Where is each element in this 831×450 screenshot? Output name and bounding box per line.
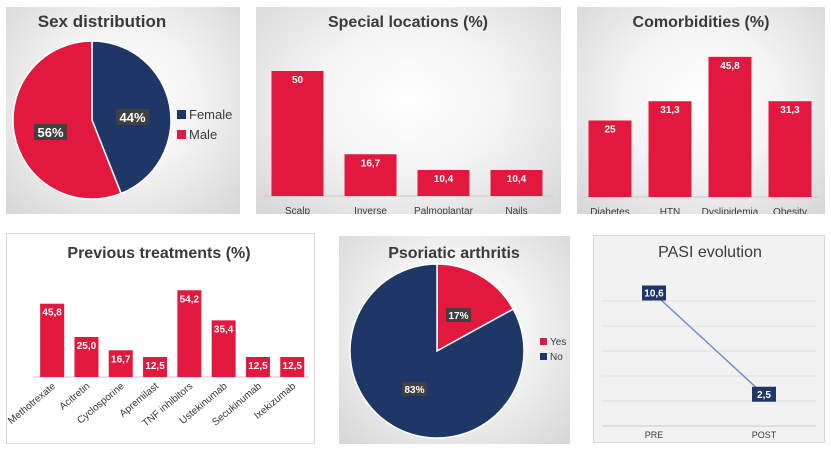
chart-title: PASI evolution bbox=[658, 244, 762, 261]
psoriatic-arthritis-panel: Psoriatic arthritis 17% 83% Yes No bbox=[339, 236, 570, 444]
bar-acitretin bbox=[74, 337, 99, 377]
pasi-evolution-panel: PASI evolution 10,6 PRE 2,5 POST bbox=[593, 235, 825, 443]
legend-swatch-male bbox=[177, 130, 186, 139]
comorbidities-panel: Comorbidities (%) 25 Diabetes 31,3 HTN 45,8 D… bbox=[577, 7, 825, 214]
data-label-secukinumab: 12,5 bbox=[248, 361, 268, 372]
data-label-bg bbox=[446, 308, 471, 322]
data-label-tnf-inhibitors: 54,2 bbox=[180, 294, 200, 305]
data-label-ustekinumab: 35,4 bbox=[214, 324, 234, 335]
legend-swatch-female bbox=[177, 110, 186, 119]
chart-title: Comorbidities (%) bbox=[633, 14, 770, 31]
chart-title: Previous treatments (%) bbox=[67, 245, 250, 262]
pasi-evolution-chart: PASI evolution 10,6 PRE 2,5 POST bbox=[602, 244, 816, 440]
tick-label-nails: Nails bbox=[505, 206, 527, 214]
data-label-bg bbox=[402, 382, 427, 396]
series-line bbox=[653, 292, 765, 396]
data-label-diabetes: 25 bbox=[604, 125, 616, 136]
data-label-ixekizumab: 12,5 bbox=[283, 361, 303, 372]
tick-label-diabetes: Diabetes bbox=[590, 207, 629, 214]
legend-label-no: No bbox=[550, 352, 563, 363]
chart-title: Psoriatic arthritis bbox=[388, 245, 520, 262]
data-label-obesity: 31,3 bbox=[780, 105, 800, 116]
data-label-bg bbox=[116, 109, 149, 125]
data-label-male: 56% bbox=[37, 125, 63, 140]
comorbidities-chart: Comorbidities (%) 25 Diabetes 31,3 HTN 45,8 D… bbox=[583, 14, 819, 214]
bar-tnf-inhibitors bbox=[177, 290, 202, 377]
pie-area bbox=[349, 263, 525, 439]
bar-apremilast bbox=[143, 357, 168, 377]
data-label-pre: 10,6 bbox=[644, 289, 664, 300]
tick-label-scalp: Scalp bbox=[285, 206, 310, 214]
bar-diabetes bbox=[588, 120, 632, 197]
data-label-no: 83% bbox=[404, 385, 424, 396]
bar-methotrexate bbox=[40, 303, 65, 377]
tick-label-post: POST bbox=[752, 430, 777, 440]
legend-swatch-no bbox=[540, 353, 547, 360]
data-label-inverse: 16,7 bbox=[361, 158, 381, 169]
bar-ixekizumab bbox=[280, 357, 305, 377]
data-label-apremilast: 12,5 bbox=[145, 361, 165, 372]
point-pre bbox=[642, 285, 666, 301]
bar-obesity bbox=[768, 101, 812, 197]
data-label-palmoplantar: 10,4 bbox=[434, 174, 454, 185]
tick-label-dyslipidemia: Dyslipidemia bbox=[702, 207, 759, 214]
pie-slice-male bbox=[12, 40, 123, 200]
data-label-scalp: 50 bbox=[292, 75, 304, 86]
tick-label-palmoplantar: Palmoplantar bbox=[414, 206, 474, 214]
sex-distribution-chart: Sex distribution 44% 56% Female Male bbox=[12, 12, 232, 200]
legend-label-yes: Yes bbox=[550, 337, 566, 348]
bar-ustekinumab bbox=[211, 320, 236, 377]
data-label-nails: 10,4 bbox=[507, 174, 527, 185]
special-locations-panel: Special locations (%) 50 Scalp 16,7 Inverse… bbox=[256, 7, 561, 214]
bar-secukinumab bbox=[245, 357, 270, 377]
data-label-methotrexate: 45,8 bbox=[42, 308, 62, 319]
point-post bbox=[752, 386, 776, 402]
legend-label-female: Female bbox=[189, 107, 232, 122]
data-label-htn: 31,3 bbox=[660, 105, 680, 116]
bar-scalp bbox=[271, 71, 324, 196]
bar-cyclosporine bbox=[108, 350, 133, 377]
tick-label-inverse: Inverse bbox=[354, 206, 387, 214]
sex-distribution-panel: Sex distribution 44% 56% Female Male bbox=[6, 7, 240, 214]
bar-dyslipidemia bbox=[708, 56, 752, 197]
bar-nails bbox=[490, 170, 543, 196]
tick-label-obesity: Obesity bbox=[773, 207, 807, 214]
tick-label-pre: PRE bbox=[645, 430, 664, 440]
chart-title: Sex distribution bbox=[38, 12, 166, 31]
data-label-yes: 17% bbox=[448, 311, 468, 322]
bar-palmoplantar bbox=[417, 170, 470, 196]
tick-label-methotrexate: Methotrexate bbox=[7, 381, 58, 427]
chart-title: Special locations (%) bbox=[328, 14, 488, 31]
data-label-female: 44% bbox=[119, 110, 145, 125]
data-label-acitretin: 25,0 bbox=[77, 341, 97, 352]
legend-swatch-yes bbox=[540, 338, 547, 345]
previous-treatments-panel: Previous treatments (%) 45,8 Methotrexate… bbox=[6, 233, 315, 444]
special-locations-chart: Special locations (%) 50 Scalp 16,7 Inverse… bbox=[264, 14, 553, 214]
data-label-post: 2,5 bbox=[757, 390, 771, 401]
legend-label-male: Male bbox=[189, 127, 217, 142]
data-label-cyclosporine: 16,7 bbox=[111, 354, 131, 365]
bar-htn bbox=[648, 101, 692, 197]
tick-label-htn: HTN bbox=[660, 207, 681, 214]
pie-slice-yes bbox=[436, 263, 515, 353]
data-label-bg bbox=[34, 124, 67, 140]
previous-treatments-chart: Previous treatments (%) 45,8 Methotrexate… bbox=[7, 245, 309, 429]
gridlines bbox=[602, 300, 816, 427]
bar-inverse bbox=[344, 154, 397, 196]
data-label-dyslipidemia: 45,8 bbox=[720, 61, 740, 72]
pie-slice-no bbox=[349, 263, 525, 439]
psoriatic-arthritis-chart: Psoriatic arthritis 17% 83% Yes No bbox=[349, 245, 566, 439]
